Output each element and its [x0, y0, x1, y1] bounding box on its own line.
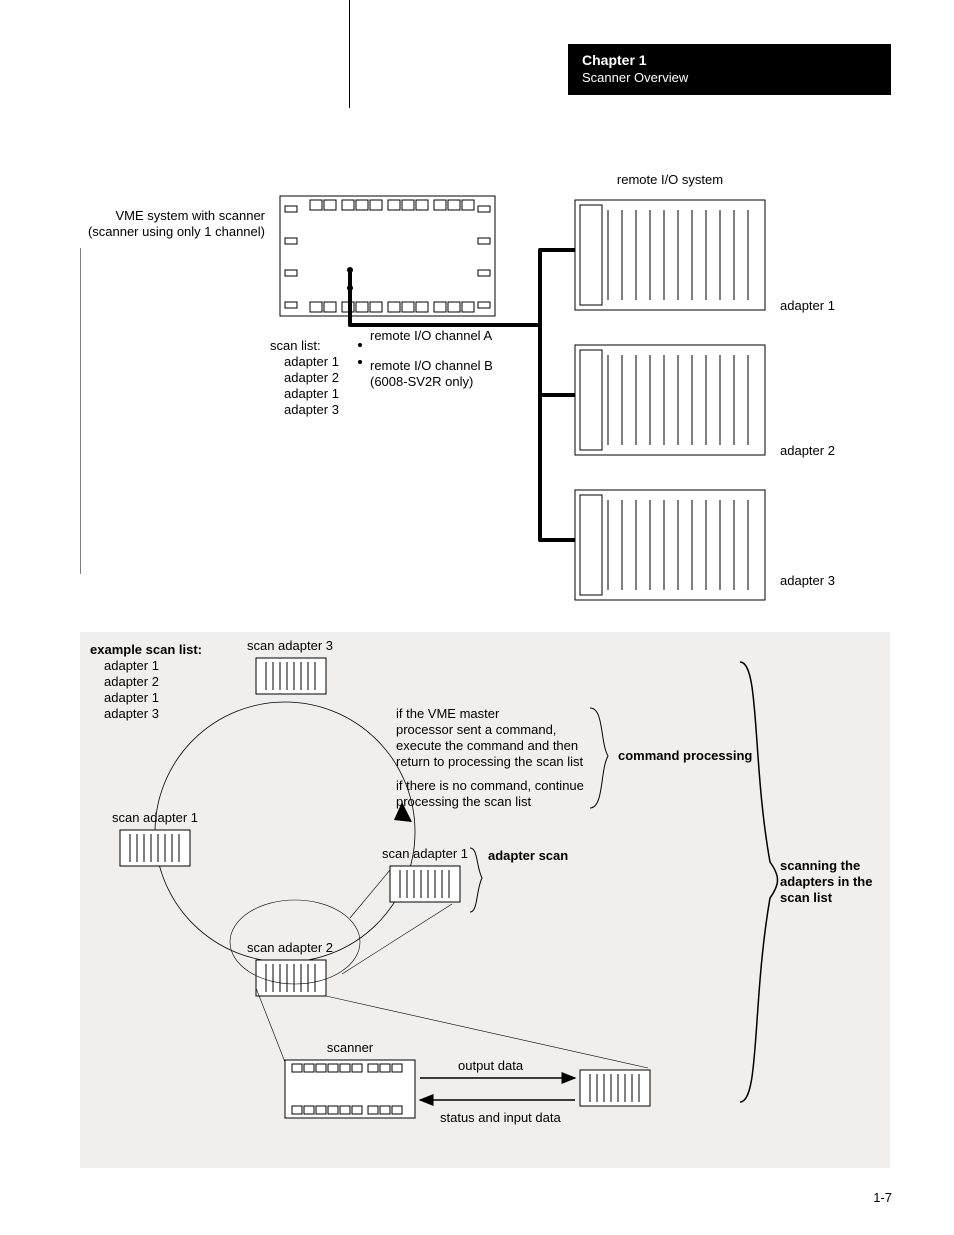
channel-b-label-1: remote I/O channel B	[370, 358, 493, 373]
node-left-chassis	[120, 830, 190, 866]
cmd-p1-l1: if the VME master	[396, 706, 500, 721]
node-bottom-chassis	[256, 960, 326, 996]
header-separator	[349, 0, 350, 108]
output-data-label: output data	[458, 1058, 524, 1073]
adapter-3-chassis	[575, 490, 765, 600]
brace-scanning-icon	[740, 662, 778, 1102]
cmd-p2-l2: processing the scan list	[396, 794, 532, 809]
chapter-title: Chapter 1	[582, 52, 877, 68]
adapter-1-label: adapter 1	[780, 298, 835, 313]
scanning-l2: adapters in the	[780, 874, 872, 889]
scanner-chassis	[285, 1060, 415, 1118]
example-item-1: adapter 1	[104, 658, 159, 673]
scan-list-item-3: adapter 1	[284, 386, 339, 401]
scanning-l3: scan list	[780, 890, 833, 905]
chapter-subtitle: Scanner Overview	[582, 70, 877, 85]
example-item-4: adapter 3	[104, 706, 159, 721]
adapter-scan-label: adapter scan	[488, 848, 568, 863]
scanning-l1: scanning the	[780, 858, 860, 873]
vme-label-1: VME system with scanner	[115, 208, 265, 223]
page-number: 1-7	[873, 1190, 892, 1205]
example-heading: example scan list:	[90, 642, 202, 657]
cmd-p1-l4: return to processing the scan list	[396, 754, 584, 769]
node-right-label: scan adapter 1	[382, 846, 468, 861]
adapter-2-chassis	[575, 345, 765, 455]
example-item-2: adapter 2	[104, 674, 159, 689]
scan-list-heading: scan list:	[270, 338, 321, 353]
scan-list-item-2: adapter 2	[284, 370, 339, 385]
cmd-p2-l1: if there is no command, continue	[396, 778, 584, 793]
scan-list-item-4: adapter 3	[284, 402, 339, 417]
node-bottom-label: scan adapter 2	[247, 940, 333, 955]
bottom-diagram: example scan list: adapter 1 adapter 2 a…	[80, 632, 890, 1168]
chapter-box: Chapter 1 Scanner Overview	[568, 44, 891, 95]
top-diagram: VME system with scanner (scanner using o…	[80, 170, 900, 630]
example-item-3: adapter 1	[104, 690, 159, 705]
target-adapter-chassis	[580, 1070, 650, 1106]
adapter-1-chassis	[575, 200, 765, 310]
scanner-label: scanner	[327, 1040, 374, 1055]
scan-list-item-1: adapter 1	[284, 354, 339, 369]
cycle-ellipse	[155, 702, 415, 962]
channel-b-label-2: (6008-SV2R only)	[370, 374, 473, 389]
vme-label-2: (scanner using only 1 channel)	[88, 224, 265, 239]
remote-io-heading: remote I/O system	[617, 172, 723, 187]
node-top-chassis	[256, 658, 326, 694]
command-processing-label: command processing	[618, 748, 752, 763]
adapter-3-label: adapter 3	[780, 573, 835, 588]
node-right-chassis	[390, 866, 460, 902]
cmd-p1-l2: processor sent a command,	[396, 722, 556, 737]
brace-command-icon	[590, 708, 608, 808]
cmd-p1-l3: execute the command and then	[396, 738, 578, 753]
node-left-label: scan adapter 1	[112, 810, 198, 825]
status-input-label: status and input data	[440, 1110, 561, 1125]
channel-a-label: remote I/O channel A	[370, 328, 492, 343]
node-top-label: scan adapter 3	[247, 638, 333, 653]
adapter-2-label: adapter 2	[780, 443, 835, 458]
brace-adapter-scan-icon	[470, 848, 482, 912]
